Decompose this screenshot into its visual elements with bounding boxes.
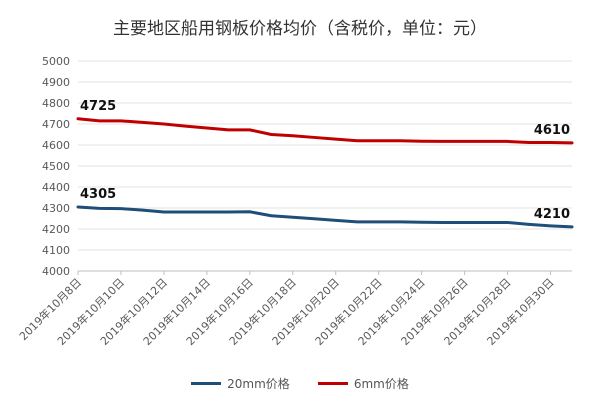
y-tick-label: 4000 bbox=[42, 265, 70, 278]
legend-item-1: 6mm价格 bbox=[317, 375, 409, 392]
x-axis: 2019年10月8日2019年10月10日2019年10月12日2019年10月… bbox=[16, 271, 557, 348]
y-tick-label: 4500 bbox=[42, 160, 70, 173]
y-tick-label: 4400 bbox=[42, 181, 70, 194]
legend-item-0: 20mm价格 bbox=[191, 375, 290, 392]
y-axis: 4000 4100 4200 4300 4400 4500 4600 4700 4800 4900… bbox=[42, 55, 70, 278]
series-line-0 bbox=[76, 205, 574, 229]
y-tick-label: 4200 bbox=[42, 223, 70, 236]
y-tick-label: 4700 bbox=[42, 118, 70, 131]
gridlines bbox=[78, 60, 572, 272]
data-label: 4725 bbox=[80, 99, 116, 114]
data-label: 4210 bbox=[534, 207, 570, 222]
legend-swatch bbox=[317, 382, 348, 385]
y-tick-label: 4900 bbox=[42, 76, 70, 89]
data-label: 4610 bbox=[534, 123, 570, 138]
series-line-1 bbox=[76, 117, 574, 145]
y-tick-label: 4100 bbox=[42, 244, 70, 257]
y-tick-label: 4300 bbox=[42, 202, 70, 215]
y-tick-label: 4600 bbox=[42, 139, 70, 152]
legend-label: 6mm价格 bbox=[353, 377, 409, 391]
chart-title: 主要地区船用钢板价格均价（含税价，单位：元） bbox=[113, 19, 487, 39]
legend: 20mm价格 6mm价格 bbox=[0, 374, 600, 392]
series-lines bbox=[76, 117, 574, 229]
legend-swatch bbox=[191, 382, 222, 385]
data-labels: 4305 4210 4725 4610 bbox=[80, 99, 570, 222]
y-tick-label: 5000 bbox=[42, 55, 70, 68]
legend-label: 20mm价格 bbox=[227, 377, 290, 391]
y-tick-label: 4800 bbox=[42, 97, 70, 110]
data-label: 4305 bbox=[80, 187, 116, 202]
